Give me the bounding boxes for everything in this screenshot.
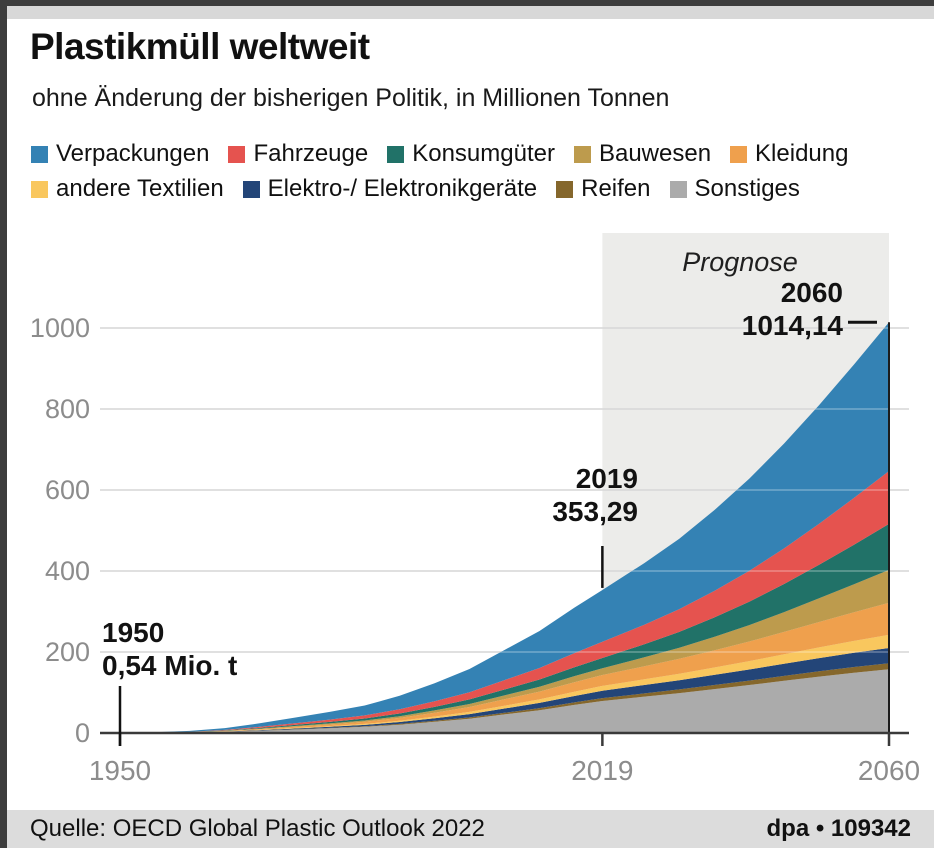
y-tick-label: 0 [75, 718, 90, 748]
x-tick-label: 1950 [89, 755, 151, 786]
annotation-1950: 1950 0,54 Mio. t [102, 616, 237, 682]
area-series-group [120, 322, 889, 733]
legend-label: Bauwesen [598, 140, 712, 167]
area-konsumgüter [120, 523, 889, 733]
y-tick-label: 600 [45, 475, 90, 505]
y-tick-label: 1000 [30, 313, 90, 343]
legend-label: Fahrzeuge [253, 140, 369, 167]
annotation-2060: 2060 1014,14 [640, 276, 843, 342]
legend-swatch-icon [31, 180, 48, 198]
x-tick-label: 2060 [858, 755, 920, 786]
top-strip [7, 6, 934, 19]
y-tick-label: 200 [45, 637, 90, 667]
annotation-1950-year: 1950 [102, 617, 165, 648]
forecast-label: Prognose [682, 247, 798, 277]
legend-swatch-icon [387, 145, 405, 163]
y-tick-label: 800 [45, 394, 90, 424]
legend-item: Bauwesen [573, 140, 712, 168]
legend-swatch-icon [556, 180, 574, 198]
annotation-2019-value: 353,29 [552, 496, 638, 527]
area-fahrzeuge [120, 471, 889, 733]
legend-item: Verpackungen [31, 140, 209, 168]
legend-swatch-icon [730, 145, 748, 163]
annotation-2060-value: 1014,14 [741, 310, 843, 341]
legend-item: Fahrzeuge [228, 140, 368, 168]
legend-label: Konsumgüter [412, 140, 555, 167]
legend-label: Elektro-/ Elektronikgeräte [267, 175, 538, 202]
frame-top [0, 0, 934, 6]
agency-credit: dpa • 109342 [766, 815, 912, 842]
frame-left [0, 0, 7, 848]
y-tick-label: 400 [45, 556, 90, 586]
legend: Verpackungen Fahrzeuge Konsumgüter Bauwesen… [31, 140, 916, 203]
legend-item: Elektro-/ Elektronikgeräte [242, 175, 538, 203]
annotation-2060-year: 2060 [780, 277, 843, 308]
footer-bar: Quelle: OECD Global Plastic Outlook 2022… [7, 810, 934, 848]
legend-label: Sonstiges [694, 175, 800, 202]
area-verpackungen [120, 322, 889, 733]
legend-swatch-icon [573, 145, 591, 163]
legend-item: andere Textilien [31, 175, 224, 203]
legend-item: Sonstiges [669, 175, 800, 203]
legend-swatch-icon [228, 145, 246, 163]
x-tick-label: 2019 [571, 755, 633, 786]
legend-swatch-icon [31, 145, 48, 163]
legend-item: Kleidung [730, 140, 848, 168]
legend-item: Reifen [556, 175, 651, 203]
annotation-2019-year: 2019 [575, 463, 638, 494]
legend-label: Kleidung [755, 140, 849, 167]
legend-label: andere Textilien [56, 175, 224, 202]
page-title: Plastikmüll weltweit [30, 26, 370, 67]
page-subtitle: ohne Änderung der bisherigen Politik, in… [32, 84, 670, 112]
legend-swatch-icon [669, 180, 687, 198]
area-sonstiges [120, 669, 889, 733]
legend-item: Konsumgüter [387, 140, 555, 168]
legend-swatch-icon [242, 180, 260, 198]
source-credit: Quelle: OECD Global Plastic Outlook 2022 [30, 815, 485, 842]
legend-label: Reifen [581, 175, 651, 202]
annotation-1950-value: 0,54 Mio. t [102, 650, 238, 681]
legend-label: Verpackungen [56, 140, 210, 167]
annotation-2019: 2019 353,29 [430, 462, 638, 528]
